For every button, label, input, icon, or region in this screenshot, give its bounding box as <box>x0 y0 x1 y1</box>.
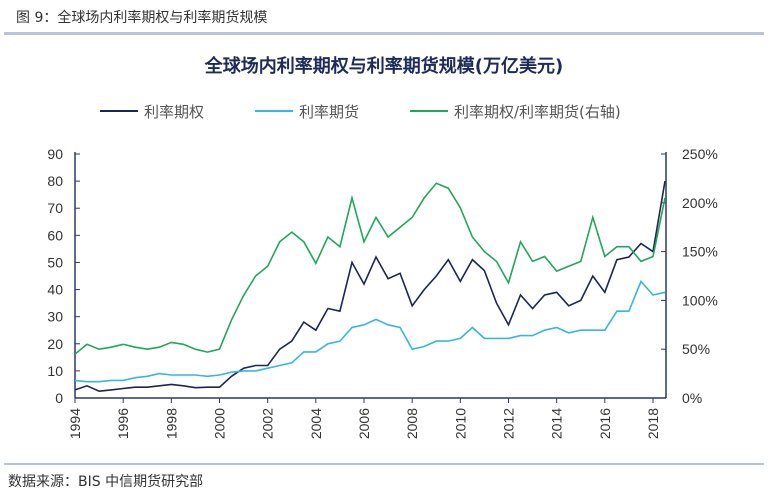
left-tick-label: 90 <box>47 146 63 162</box>
right-tick-label: 200% <box>682 195 718 211</box>
left-tick-label: 70 <box>47 200 63 216</box>
header-rule <box>4 32 764 35</box>
legend-label-3: 利率期权/利率期货(右轴) <box>454 103 621 121</box>
footer-rule <box>4 463 764 465</box>
x-tick-label: 1998 <box>163 408 179 439</box>
right-tick-label: 100% <box>682 292 718 308</box>
x-tick-label: 2012 <box>501 408 517 439</box>
x-tick-label: 1994 <box>67 408 83 439</box>
x-tick-label: 2016 <box>597 408 613 439</box>
series-line-3 <box>74 182 666 355</box>
x-tick-label: 2018 <box>645 408 661 439</box>
x-tick-label: 2010 <box>452 408 468 439</box>
legend-label-2: 利率期货 <box>299 103 359 121</box>
left-tick-label: 50 <box>47 254 63 270</box>
right-tick-label: 0% <box>682 390 702 406</box>
x-tick-label: 2014 <box>549 408 565 439</box>
source-note: 数据来源：BIS 中信期货研究部 <box>8 474 204 490</box>
right-tick-label: 250% <box>682 146 718 162</box>
left-tick-label: 0 <box>55 390 63 406</box>
x-tick-label: 2002 <box>260 408 276 439</box>
x-tick-label: 1996 <box>115 408 131 439</box>
figure-caption: 图 9：全球场内利率期权与利率期货规模 <box>16 10 268 26</box>
left-tick-label: 40 <box>47 282 63 298</box>
left-tick-label: 80 <box>47 173 63 189</box>
series-line-1 <box>74 180 666 393</box>
right-tick-label: 150% <box>682 244 718 260</box>
left-tick-label: 10 <box>47 363 63 379</box>
left-tick-label: 60 <box>47 227 63 243</box>
left-tick-label: 20 <box>47 336 63 352</box>
x-tick-label: 2004 <box>308 408 324 439</box>
x-tick-label: 2006 <box>356 408 372 439</box>
legend-label-1: 利率期权 <box>144 103 204 121</box>
x-tick-label: 2008 <box>404 408 420 439</box>
chart-title: 全球场内利率期权与利率期货规模(万亿美元) <box>204 56 564 77</box>
x-tick-label: 2000 <box>212 408 228 439</box>
left-tick-label: 30 <box>47 309 63 325</box>
right-tick-label: 50% <box>682 341 710 357</box>
series-line-2 <box>74 279 666 383</box>
